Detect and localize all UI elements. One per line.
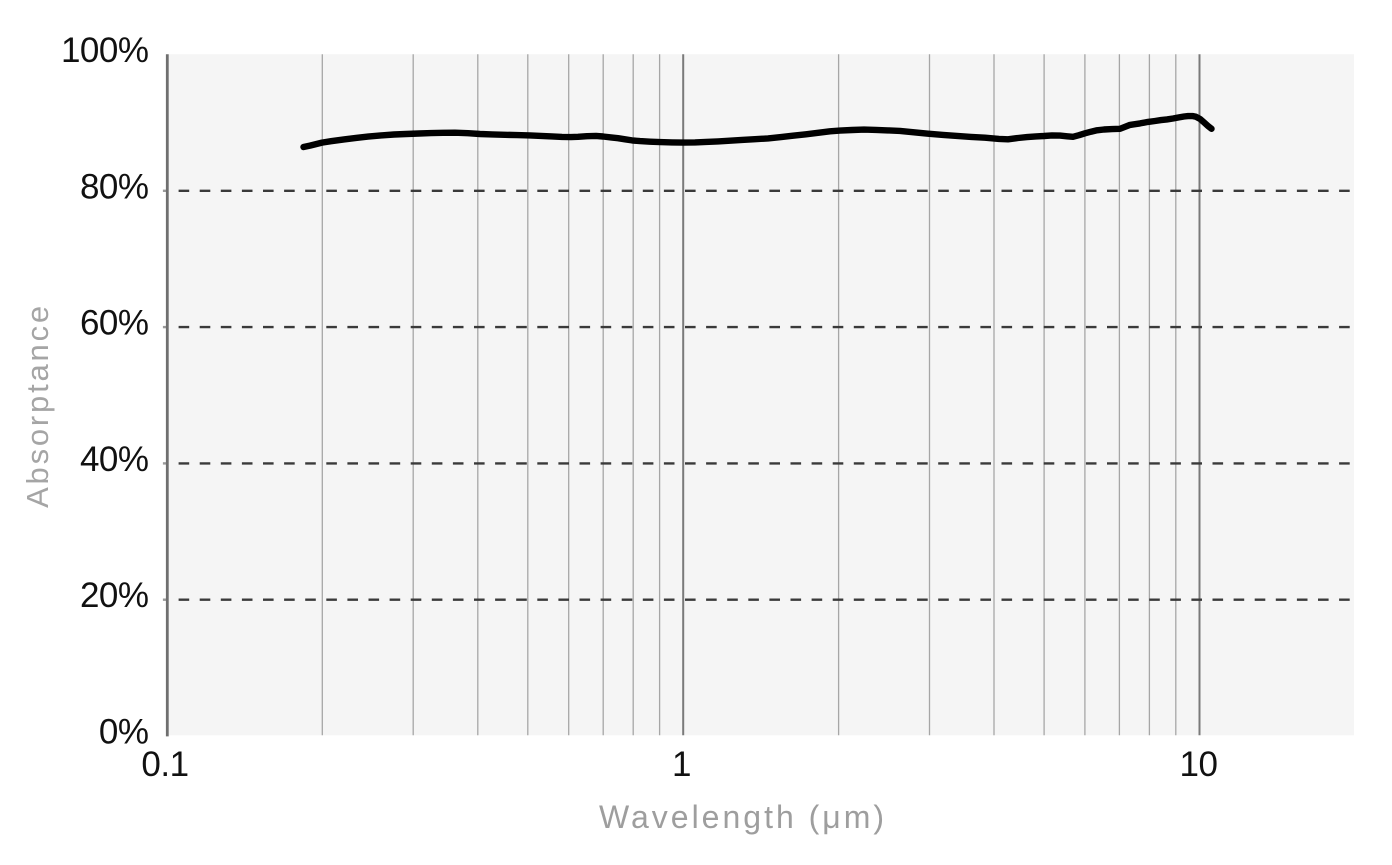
svg-text:100%: 100% xyxy=(61,31,149,70)
svg-text:0.1: 0.1 xyxy=(141,745,188,784)
svg-text:Absorptance: Absorptance xyxy=(20,303,55,508)
svg-text:0%: 0% xyxy=(99,713,149,752)
svg-text:20%: 20% xyxy=(80,576,149,615)
svg-text:80%: 80% xyxy=(80,167,149,206)
svg-text:10: 10 xyxy=(1180,745,1218,784)
svg-text:1: 1 xyxy=(672,745,691,784)
svg-text:40%: 40% xyxy=(80,440,149,479)
svg-text:60%: 60% xyxy=(80,304,149,343)
svg-text:Wavelength (μm): Wavelength (μm) xyxy=(599,799,887,835)
